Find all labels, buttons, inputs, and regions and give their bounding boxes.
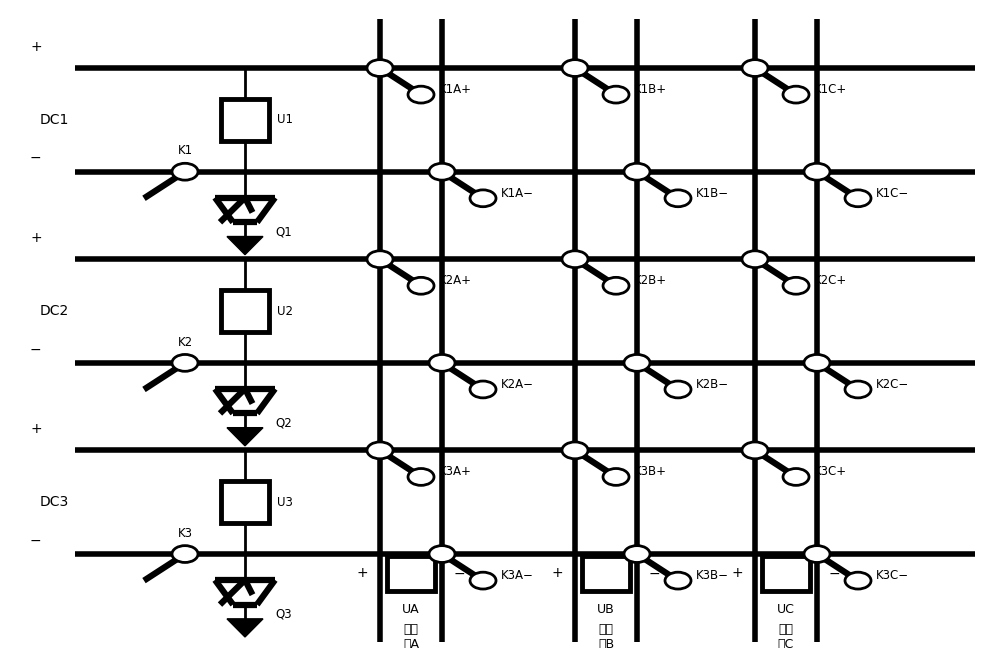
- Circle shape: [742, 251, 768, 268]
- Circle shape: [470, 381, 496, 398]
- Circle shape: [429, 163, 455, 180]
- Text: U2: U2: [277, 305, 293, 318]
- Text: DC2: DC2: [40, 304, 69, 318]
- Circle shape: [429, 546, 455, 562]
- Polygon shape: [227, 237, 263, 255]
- Text: K3C−: K3C−: [876, 569, 909, 582]
- Circle shape: [408, 277, 434, 294]
- Bar: [221, 481, 269, 524]
- Circle shape: [665, 190, 691, 207]
- Text: +: +: [551, 566, 563, 581]
- Circle shape: [562, 60, 588, 76]
- Bar: [387, 556, 435, 591]
- Text: K3A+: K3A+: [439, 465, 472, 478]
- Text: 充电
枪B: 充电 枪B: [598, 623, 614, 648]
- Circle shape: [665, 572, 691, 589]
- Circle shape: [408, 86, 434, 103]
- Text: +: +: [30, 40, 42, 54]
- Text: U1: U1: [277, 113, 293, 126]
- Text: K1B+: K1B+: [634, 83, 667, 96]
- Bar: [762, 556, 810, 591]
- Text: K3: K3: [178, 527, 192, 540]
- Text: K2B−: K2B−: [696, 378, 729, 391]
- Text: +: +: [30, 231, 42, 245]
- Circle shape: [742, 442, 768, 459]
- Text: −: −: [829, 566, 841, 581]
- Bar: [221, 99, 269, 141]
- Text: −: −: [649, 566, 661, 581]
- Text: K1C+: K1C+: [814, 83, 847, 96]
- Circle shape: [783, 277, 809, 294]
- Text: DC3: DC3: [40, 495, 69, 509]
- Text: +: +: [30, 422, 42, 436]
- Text: K2C−: K2C−: [876, 378, 909, 391]
- Circle shape: [624, 546, 650, 562]
- Text: U3: U3: [277, 496, 293, 509]
- Text: UB: UB: [597, 603, 615, 616]
- Text: −: −: [30, 151, 42, 165]
- Text: K3A−: K3A−: [501, 569, 534, 582]
- Circle shape: [172, 546, 198, 562]
- Text: Q2: Q2: [275, 417, 292, 430]
- Text: Q3: Q3: [275, 608, 292, 621]
- Text: K3B−: K3B−: [696, 569, 729, 582]
- Circle shape: [172, 354, 198, 371]
- Circle shape: [804, 354, 830, 371]
- Circle shape: [603, 86, 629, 103]
- Circle shape: [783, 469, 809, 485]
- Text: K1A−: K1A−: [501, 187, 534, 200]
- Text: +: +: [731, 566, 743, 581]
- Circle shape: [624, 163, 650, 180]
- Circle shape: [804, 546, 830, 562]
- Text: K2: K2: [177, 336, 193, 349]
- Circle shape: [367, 60, 393, 76]
- Circle shape: [845, 190, 871, 207]
- Circle shape: [470, 572, 496, 589]
- Text: K1A+: K1A+: [439, 83, 472, 96]
- Circle shape: [562, 442, 588, 459]
- Circle shape: [783, 86, 809, 103]
- Circle shape: [742, 60, 768, 76]
- Text: K3B+: K3B+: [634, 465, 667, 478]
- Circle shape: [562, 251, 588, 268]
- Bar: [221, 290, 269, 332]
- Circle shape: [845, 381, 871, 398]
- Text: K2A+: K2A+: [439, 274, 472, 287]
- Text: UC: UC: [777, 603, 795, 616]
- Polygon shape: [227, 619, 263, 637]
- Bar: [582, 556, 630, 591]
- Text: K2C+: K2C+: [814, 274, 847, 287]
- Circle shape: [367, 442, 393, 459]
- Text: K1: K1: [177, 145, 193, 157]
- Circle shape: [624, 354, 650, 371]
- Text: K2B+: K2B+: [634, 274, 667, 287]
- Text: −: −: [454, 566, 466, 581]
- Text: K1B−: K1B−: [696, 187, 729, 200]
- Text: K2A−: K2A−: [501, 378, 534, 391]
- Text: K1C−: K1C−: [876, 187, 909, 200]
- Text: UA: UA: [402, 603, 420, 616]
- Circle shape: [665, 381, 691, 398]
- Polygon shape: [227, 428, 263, 446]
- Circle shape: [172, 163, 198, 180]
- Circle shape: [804, 163, 830, 180]
- Circle shape: [367, 251, 393, 268]
- Circle shape: [603, 469, 629, 485]
- Text: K3C+: K3C+: [814, 465, 847, 478]
- Circle shape: [408, 469, 434, 485]
- Text: −: −: [30, 533, 42, 548]
- Circle shape: [845, 572, 871, 589]
- Circle shape: [470, 190, 496, 207]
- Text: 充电
枪A: 充电 枪A: [403, 623, 419, 648]
- Text: Q1: Q1: [275, 226, 292, 238]
- Text: −: −: [30, 342, 42, 356]
- Text: DC1: DC1: [40, 113, 69, 127]
- Circle shape: [429, 354, 455, 371]
- Text: +: +: [356, 566, 368, 581]
- Text: 充电
枪C: 充电 枪C: [778, 623, 794, 648]
- Circle shape: [603, 277, 629, 294]
